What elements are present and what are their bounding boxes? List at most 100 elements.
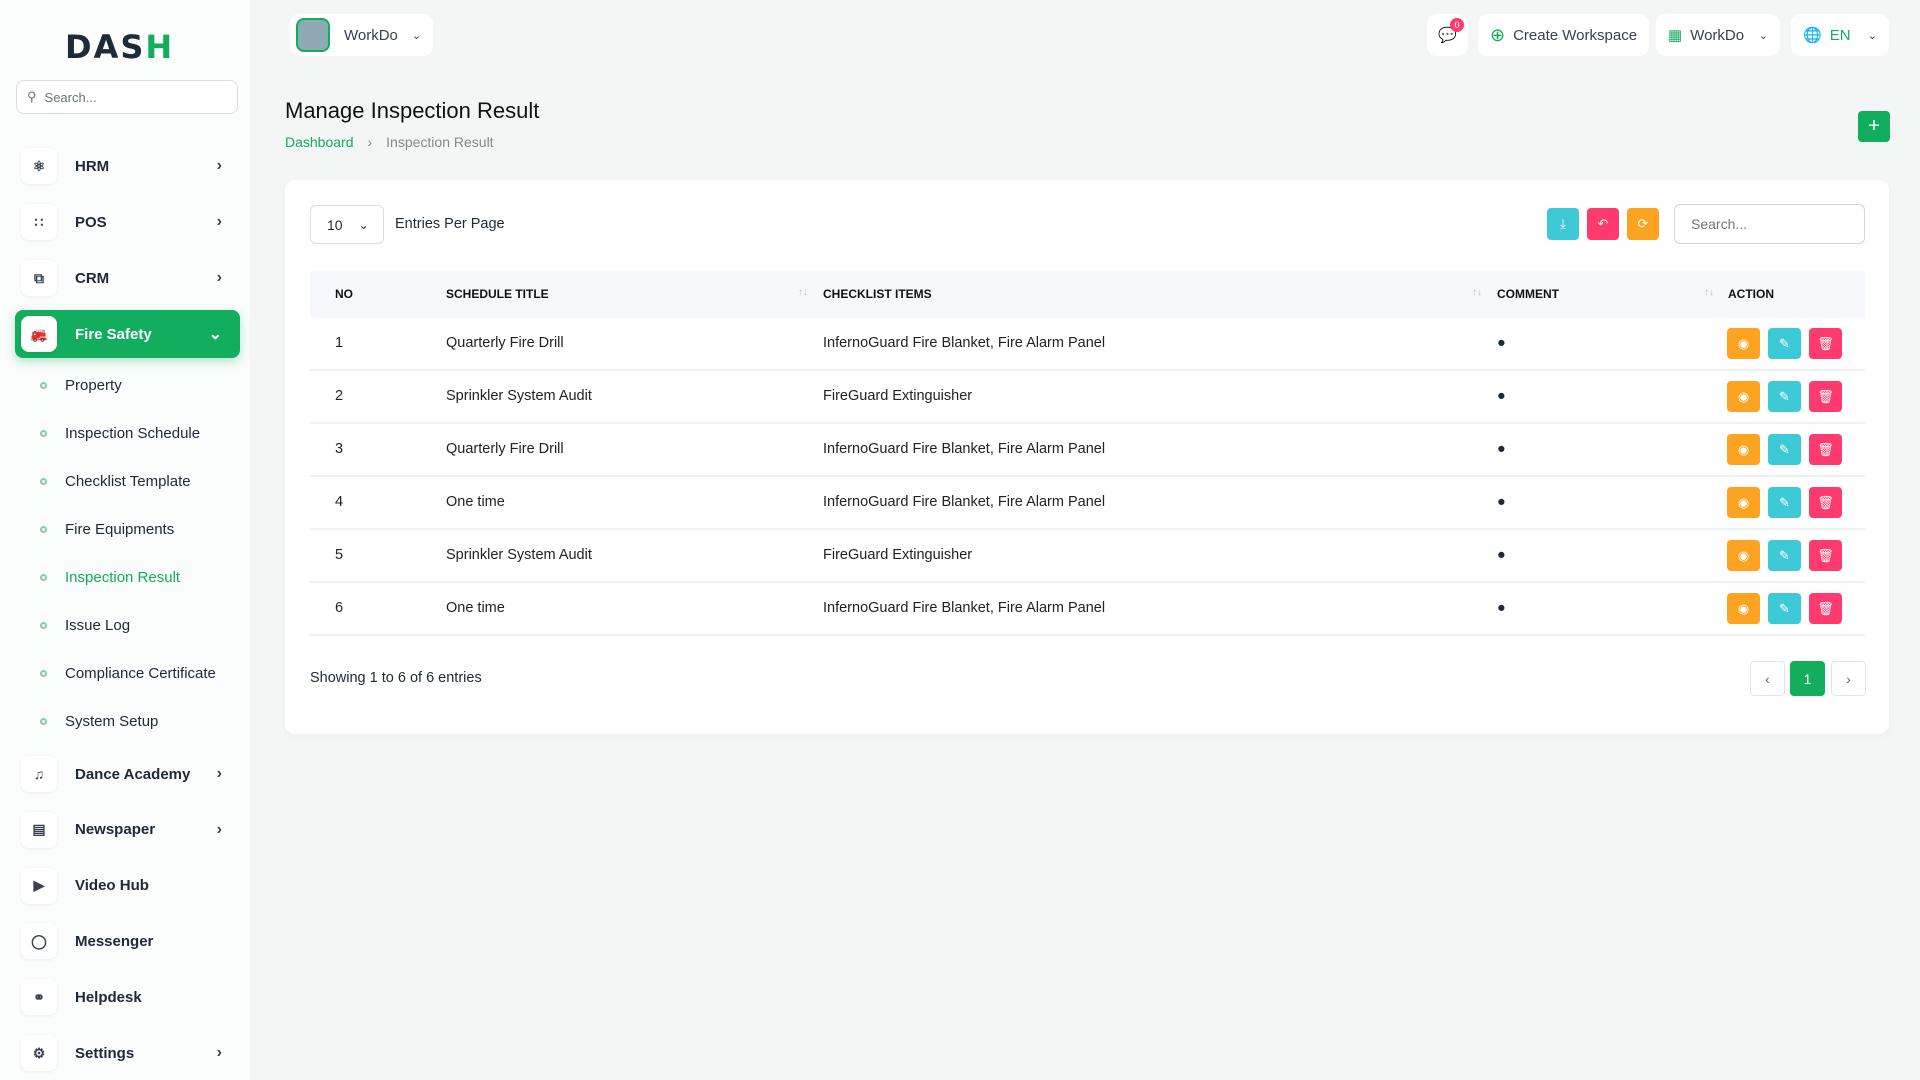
bullet-icon — [40, 573, 47, 581]
chevron-down-icon: ⌄ — [358, 217, 369, 232]
comment-icon[interactable]: ● — [1497, 335, 1506, 351]
workspace-switcher[interactable]: WorkDo ⌄ — [290, 14, 434, 56]
column-no[interactable]: NO — [335, 287, 353, 301]
delete-button[interactable]: 🗑 — [1809, 328, 1842, 359]
eye-icon: ◉ — [1737, 547, 1750, 563]
bullet-icon — [40, 525, 47, 533]
column-comment[interactable]: COMMENT — [1497, 287, 1559, 301]
create-workspace-button[interactable]: ⊕ Create Workspace — [1478, 14, 1650, 56]
trash-icon: 🗑 — [1817, 547, 1834, 563]
sidebar-item-dance-academy[interactable]: ♫ Dance Academy › — [15, 750, 240, 798]
chevron-down-icon: ⌄ — [1867, 29, 1877, 42]
column-schedule-title[interactable]: SCHEDULE TITLE — [446, 287, 549, 301]
edit-button[interactable]: ✎ — [1768, 381, 1801, 412]
sort-icon[interactable]: ↑↓ — [1472, 287, 1482, 298]
edit-button[interactable]: ✎ — [1768, 434, 1801, 465]
eye-icon: ◉ — [1737, 600, 1750, 616]
breadcrumb-dashboard[interactable]: Dashboard — [285, 134, 354, 150]
sidebar-subitem-property[interactable]: Property — [40, 373, 122, 397]
entries-per-page-label: Entries Per Page — [395, 216, 505, 232]
edit-button[interactable]: ✎ — [1768, 328, 1801, 359]
dash-logo[interactable]: DASH — [65, 28, 175, 66]
cell-no: 6 — [335, 600, 344, 616]
reset-button[interactable]: ↶ — [1587, 208, 1619, 240]
plus-circle-icon: ⊕ — [1490, 24, 1506, 45]
sidebar-subitem-compliance-certificate[interactable]: Compliance Certificate — [40, 661, 216, 685]
sidebar-subitem-issue-log[interactable]: Issue Log — [40, 613, 130, 637]
comment-icon[interactable]: ● — [1497, 388, 1506, 404]
globe-icon: 🌐 — [1803, 27, 1822, 44]
eye-icon: ◉ — [1737, 388, 1750, 404]
comment-icon[interactable]: ● — [1497, 547, 1506, 563]
sidebar-item-pos[interactable]: ∷ POS › — [15, 198, 240, 246]
download-button[interactable]: ⤓ — [1547, 208, 1579, 240]
sidebar-search-input[interactable]: ⚲ Search... — [16, 80, 238, 114]
comment-icon[interactable]: ● — [1497, 494, 1506, 510]
showing-entries: Showing 1 to 6 of 6 entries — [310, 670, 482, 686]
sort-icon[interactable]: ↑↓ — [798, 287, 808, 298]
sidebar-item-helpdesk[interactable]: ⚭ Helpdesk — [15, 973, 240, 1021]
language-selector[interactable]: 🌐 EN ⌄ — [1791, 14, 1889, 56]
comment-icon[interactable]: ● — [1497, 441, 1506, 457]
view-button[interactable]: ◉ — [1727, 381, 1760, 412]
pencil-icon: ✎ — [1779, 335, 1790, 351]
sidebar-item-fire-safety[interactable]: 🚒 Fire Safety ⌄ — [15, 310, 240, 358]
sidebar-item-messenger[interactable]: ◯ Messenger — [15, 917, 240, 965]
sidebar-item-newspaper[interactable]: ▤ Newspaper › — [15, 806, 240, 854]
table-header: NO SCHEDULE TITLE ↑↓ CHECKLIST ITEMS ↑↓ … — [310, 271, 1865, 318]
edit-button[interactable]: ✎ — [1768, 540, 1801, 571]
sidebar-subitem-checklist-template[interactable]: Checklist Template — [40, 469, 191, 493]
bullet-icon — [40, 717, 47, 725]
chevron-down-icon: ⌄ — [1758, 29, 1768, 42]
add-button[interactable]: + — [1858, 111, 1890, 142]
chevron-right-icon: › — [216, 157, 222, 174]
sidebar-item-hrm[interactable]: ⚛ HRM › — [15, 142, 240, 190]
entries-per-page-select[interactable]: 10 ⌄ — [310, 205, 384, 244]
delete-button[interactable]: 🗑 — [1809, 381, 1842, 412]
bullet-icon — [40, 429, 47, 437]
comment-icon[interactable]: ● — [1497, 600, 1506, 616]
newspaper-icon: ▤ — [21, 811, 57, 848]
bullet-icon — [40, 669, 47, 677]
edit-button[interactable]: ✎ — [1768, 593, 1801, 624]
delete-button[interactable]: 🗑 — [1809, 487, 1842, 518]
sidebar-subitem-inspection-result[interactable]: Inspection Result — [40, 565, 180, 589]
bullet-icon — [40, 477, 47, 485]
column-checklist-items[interactable]: CHECKLIST ITEMS — [823, 287, 932, 301]
workspace-menu[interactable]: ▦ WorkDo ⌄ — [1656, 14, 1780, 56]
trash-icon: 🗑 — [1817, 388, 1834, 404]
table-row: 2 Sprinkler System Audit FireGuard Extin… — [310, 371, 1865, 424]
page-1-button[interactable]: 1 — [1790, 661, 1825, 696]
sidebar-subitem-system-setup[interactable]: System Setup — [40, 709, 158, 733]
pencil-icon: ✎ — [1779, 388, 1790, 404]
view-button[interactable]: ◉ — [1727, 434, 1760, 465]
breadcrumb-current: Inspection Result — [386, 134, 494, 150]
prev-page-button[interactable]: ‹ — [1750, 661, 1785, 696]
sidebar-subitem-fire-equipments[interactable]: Fire Equipments — [40, 517, 174, 541]
view-button[interactable]: ◉ — [1727, 593, 1760, 624]
view-button[interactable]: ◉ — [1727, 487, 1760, 518]
view-button[interactable]: ◉ — [1727, 540, 1760, 571]
view-button[interactable]: ◉ — [1727, 328, 1760, 359]
sidebar-item-crm[interactable]: ⧉ CRM › — [15, 254, 240, 302]
table-row: 3 Quarterly Fire Drill InfernoGuard Fire… — [310, 424, 1865, 477]
sort-icon[interactable]: ↑↓ — [1704, 287, 1714, 298]
refresh-button[interactable]: ⟳ — [1627, 208, 1659, 240]
cell-schedule-title: One time — [446, 494, 505, 510]
delete-button[interactable]: 🗑 — [1809, 540, 1842, 571]
table-search-input[interactable] — [1674, 204, 1865, 244]
delete-button[interactable]: 🗑 — [1809, 593, 1842, 624]
next-page-button[interactable]: › — [1831, 661, 1866, 696]
chevron-right-icon: › — [216, 765, 222, 782]
sidebar-subitem-inspection-schedule[interactable]: Inspection Schedule — [40, 421, 200, 445]
delete-button[interactable]: 🗑 — [1809, 434, 1842, 465]
column-action: ACTION — [1728, 287, 1774, 301]
edit-button[interactable]: ✎ — [1768, 487, 1801, 518]
chevron-down-icon: ⌄ — [208, 326, 222, 343]
sidebar-item-video-hub[interactable]: ▶ Video Hub — [15, 862, 240, 910]
sidebar: DASH ⚲ Search... ⚛ HRM › ∷ POS › ⧉ CRM › 🚒 Fire Saf… — [0, 0, 250, 1080]
table-row: 1 Quarterly Fire Drill InfernoGuard Fire… — [310, 318, 1865, 371]
sidebar-item-settings[interactable]: ⚙ Settings › — [15, 1029, 240, 1077]
hrm-icon: ⚛ — [21, 148, 57, 184]
messages-button[interactable]: 💬 0 — [1427, 14, 1468, 56]
